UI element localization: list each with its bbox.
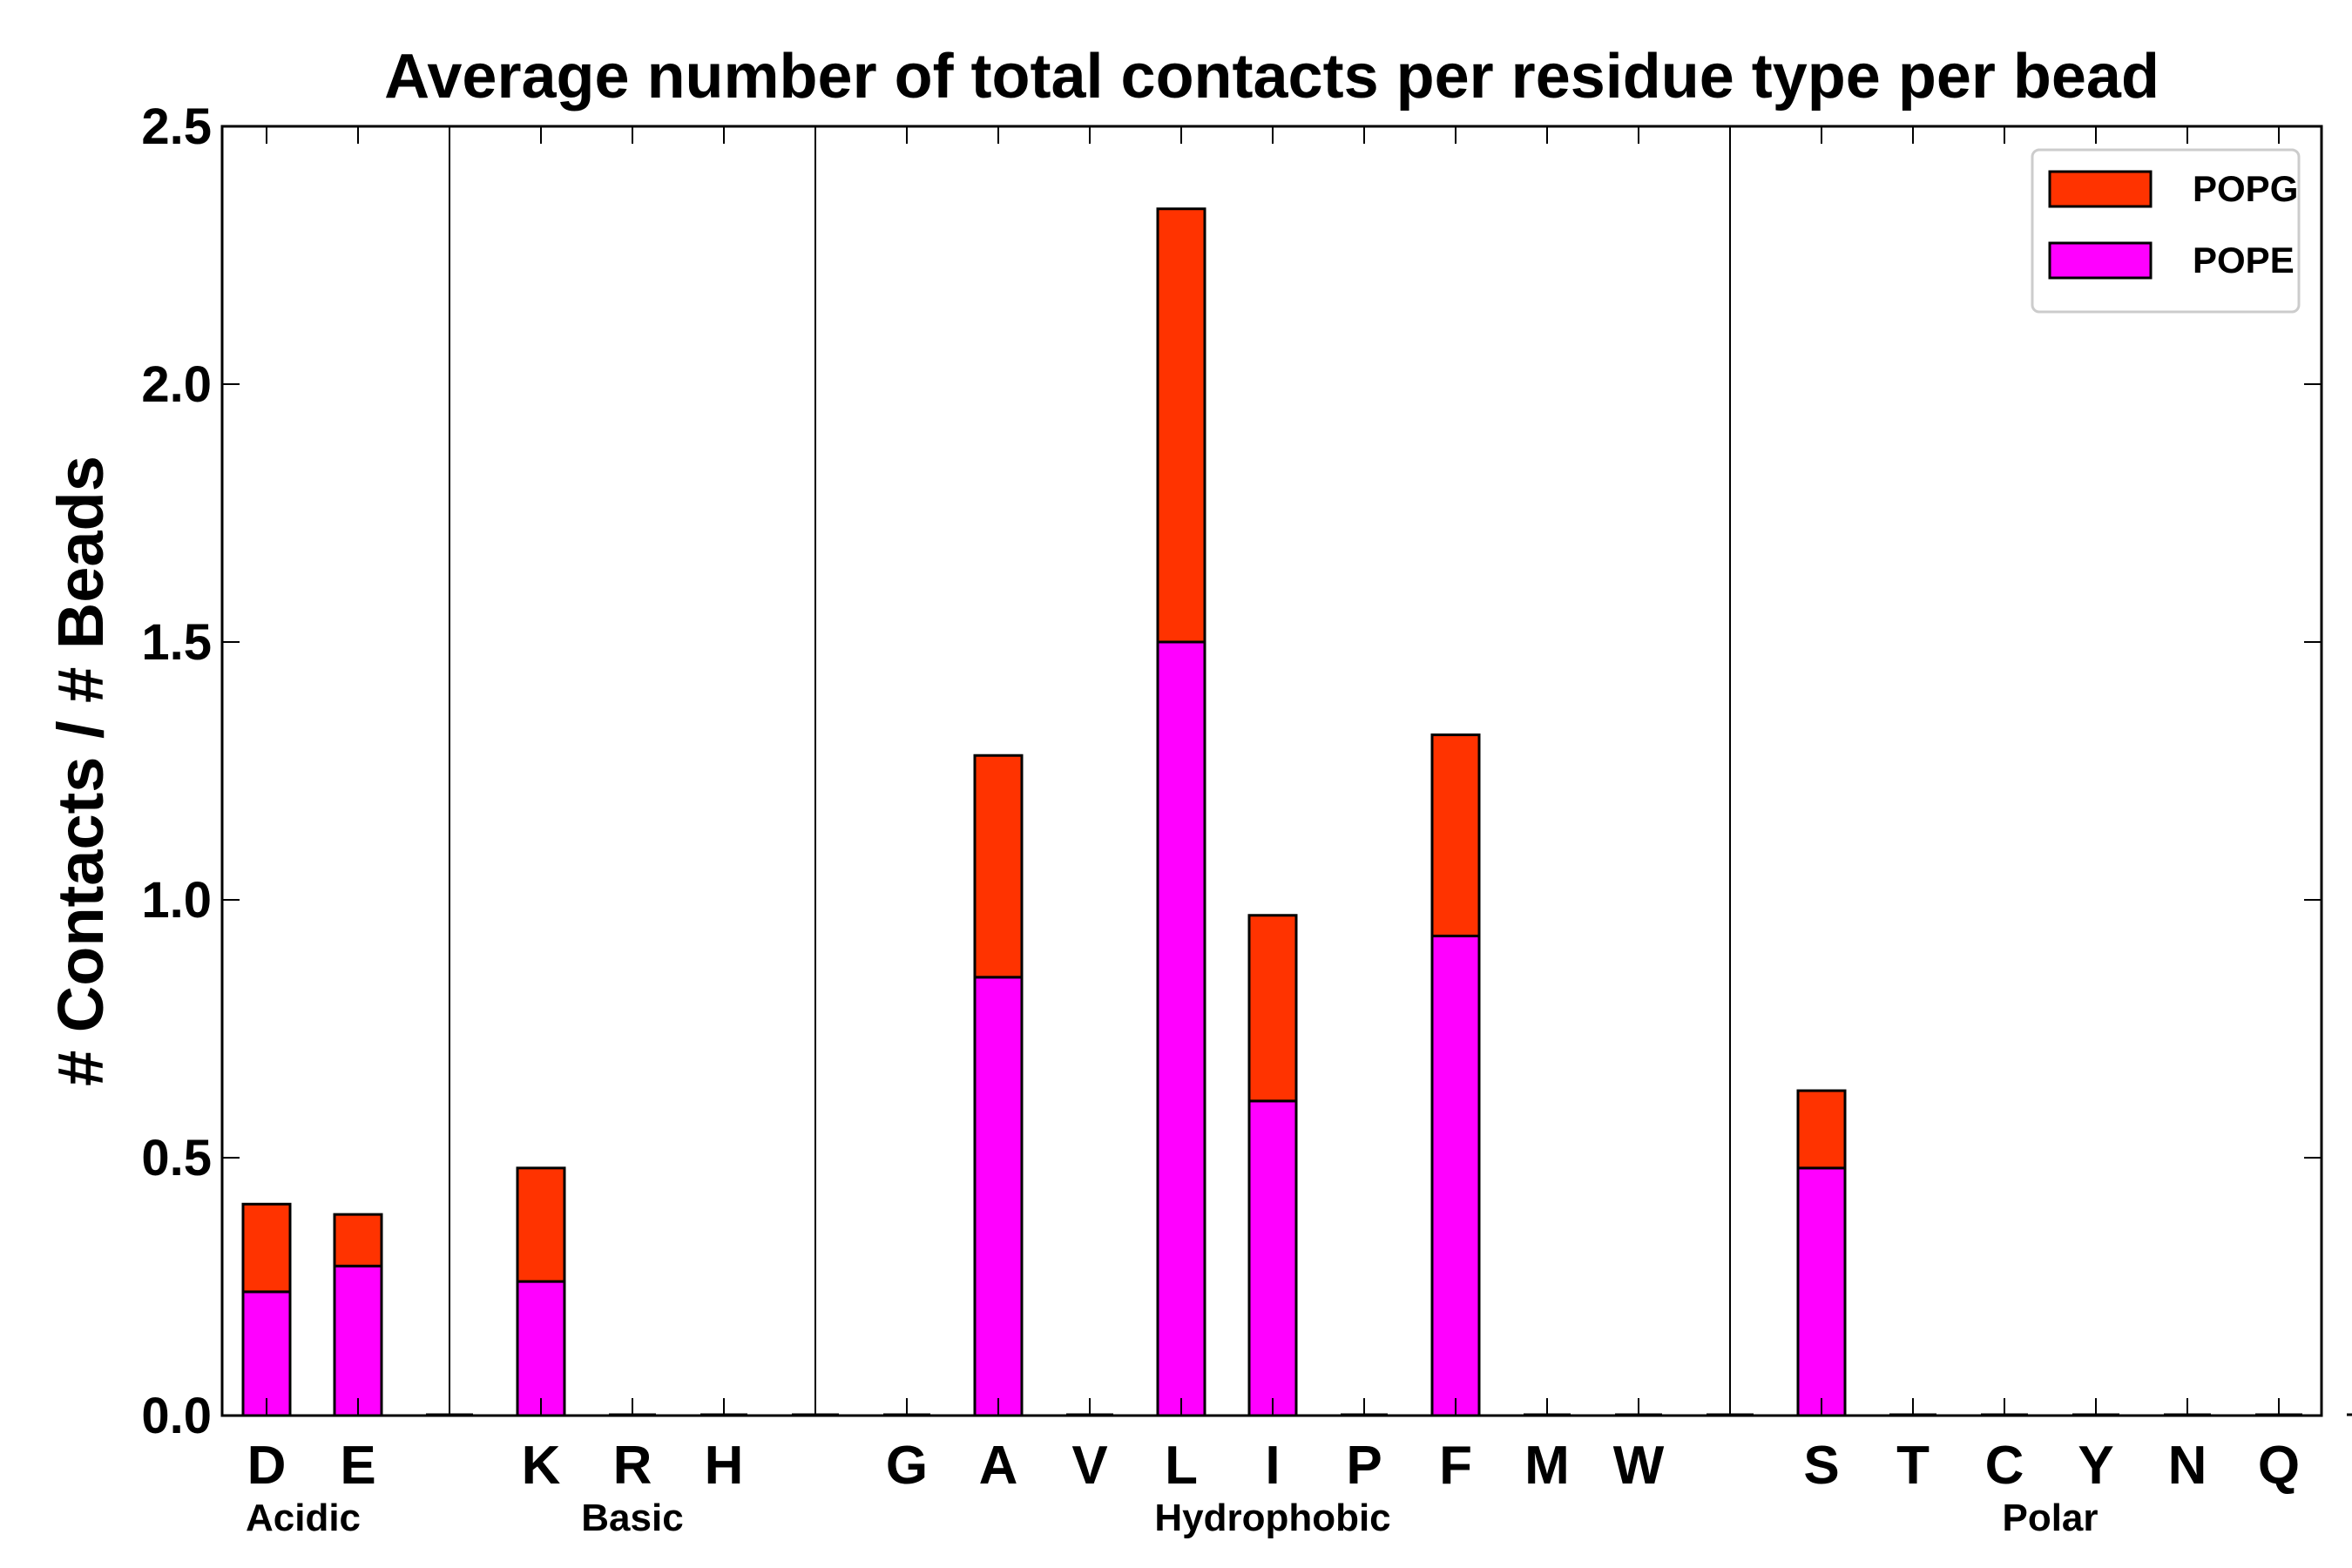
bar-pope-d	[241, 1290, 292, 1417]
bar-pope-a	[973, 976, 1024, 1417]
group-label: Basic	[581, 1497, 683, 1539]
legend-swatch-popg	[2048, 170, 2153, 208]
bar-popg-k	[516, 1166, 566, 1283]
bar-popg-d	[241, 1202, 292, 1294]
x-tick-label: K	[522, 1436, 561, 1496]
x-tick-label: M	[1524, 1436, 1570, 1496]
bar-popg-i	[1247, 914, 1298, 1103]
x-tick-label: N	[2168, 1436, 2207, 1496]
x-tick-label: T	[1896, 1436, 1930, 1496]
bar-pope-s	[1796, 1166, 1847, 1417]
group-label: Acidic	[246, 1497, 361, 1539]
x-tick-label: S	[1803, 1436, 1839, 1496]
bar-popg-l	[1156, 207, 1206, 644]
bar-pope-l	[1156, 640, 1206, 1417]
y-tick-label: 2.5	[141, 98, 212, 155]
y-tick-label: 0.0	[141, 1388, 212, 1444]
y-axis-label: # Contacts / # Beads	[44, 456, 117, 1086]
bar-pope-k	[516, 1280, 566, 1417]
x-tick-label: H	[705, 1436, 744, 1496]
y-tick-label: 0.5	[141, 1130, 212, 1186]
bar-popg-a	[973, 754, 1024, 979]
x-tick-label: W	[1613, 1436, 1665, 1496]
bar-pope-f	[1430, 934, 1481, 1417]
x-tick-label: D	[247, 1436, 287, 1496]
bar-pope-e	[333, 1264, 383, 1417]
x-tick-label: E	[340, 1436, 375, 1496]
y-tick-label: 2.0	[141, 356, 212, 413]
bar-popg-e	[333, 1213, 383, 1267]
plot-area: 0.0 0.5 1.0 1.5 2.0 2.5 D E K R H G A V L I P F M W S T C Y N Q Ac…	[141, 98, 2352, 1539]
bar-popg-s	[1796, 1089, 1847, 1170]
legend-label-pope: POPE	[2193, 240, 2295, 280]
y-tick-label: 1.5	[141, 614, 212, 671]
x-tick-label: Q	[2258, 1436, 2300, 1496]
x-tick-label: C	[1985, 1436, 2024, 1496]
legend: POPG POPE	[2031, 148, 2301, 314]
x-tick-label: G	[886, 1436, 928, 1496]
group-label: Hydrophobic	[1154, 1497, 1390, 1539]
group-label: Polar	[2002, 1497, 2098, 1539]
legend-label-popg: POPG	[2193, 168, 2298, 209]
x-tick-label: F	[1439, 1436, 1472, 1496]
x-tick-label: P	[1346, 1436, 1382, 1496]
y-tick-label: 1.0	[141, 872, 212, 929]
x-tick-label: R	[613, 1436, 652, 1496]
bar-popg-f	[1430, 733, 1481, 937]
chart-title: Average number of total contacts per res…	[384, 42, 2159, 112]
legend-swatch-pope	[2048, 241, 2153, 280]
x-tick-label: A	[979, 1436, 1018, 1496]
bar-pope-i	[1247, 1099, 1298, 1417]
x-tick-label: L	[1165, 1436, 1198, 1496]
x-tick-label: Y	[2078, 1436, 2113, 1496]
x-tick-label: V	[1071, 1436, 1107, 1496]
x-tick-label: I	[1265, 1436, 1280, 1496]
